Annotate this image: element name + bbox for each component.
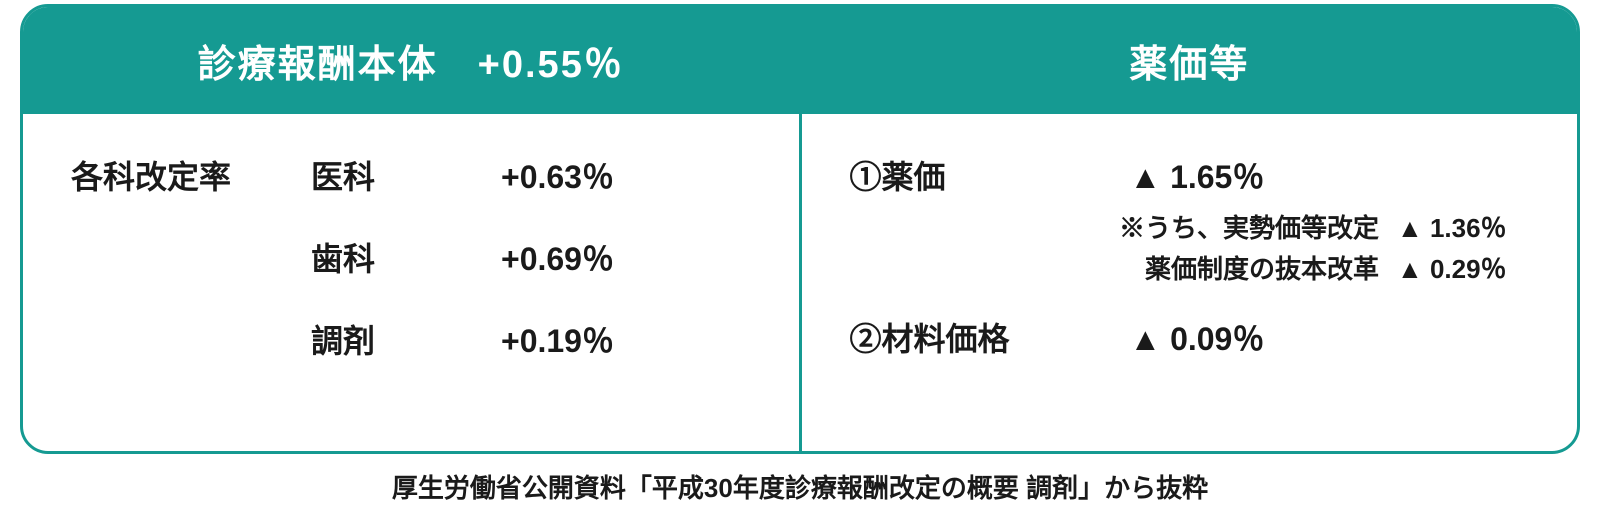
table-container: 診療報酬本体 +0.55％ 各科改定率 医科 +0.63％ 歯科 +0.69％ … [20, 0, 1580, 505]
right-body: ①薬価 ▲ 1.65％ ※うち、実勢価等改定 ▲ 1.36％ 薬価制度の抜本改革… [802, 114, 1578, 451]
row-value-0: +0.63％ [501, 152, 681, 198]
right-column: 薬価等 ①薬価 ▲ 1.65％ ※うち、実勢価等改定 ▲ 1.36％ 薬価制度の… [802, 7, 1578, 451]
sub-row-0-label: ※うち、実勢価等改定 [1119, 208, 1379, 245]
right-item-1-label: ②材料価格 [850, 314, 1110, 360]
sub-row-0: ※うち、実勢価等改定 ▲ 1.36％ [850, 208, 1538, 245]
right-item-0: ①薬価 ▲ 1.65％ [850, 152, 1538, 198]
revision-table: 診療報酬本体 +0.55％ 各科改定率 医科 +0.63％ 歯科 +0.69％ … [20, 4, 1580, 454]
row-label-1: 歯科 [311, 234, 491, 280]
left-row-0: 各科改定率 医科 +0.63％ [71, 152, 759, 198]
right-item-0-label: ①薬価 [850, 152, 1110, 198]
row-label-2: 調剤 [311, 316, 491, 362]
section-label: 各科改定率 [71, 152, 301, 198]
left-row-1: 歯科 +0.69％ [71, 234, 759, 280]
row-value-1: +0.69％ [501, 234, 681, 280]
right-item-0-sub: ※うち、実勢価等改定 ▲ 1.36％ 薬価制度の抜本改革 ▲ 0.29％ [850, 208, 1538, 286]
right-item-1-value: ▲ 0.09％ [1130, 314, 1410, 360]
left-body: 各科改定率 医科 +0.63％ 歯科 +0.69％ 調剤 +0.19％ [23, 114, 799, 451]
left-header: 診療報酬本体 +0.55％ [23, 7, 799, 114]
right-item-0-value: ▲ 1.65％ [1130, 152, 1410, 198]
sub-row-1: 薬価制度の抜本改革 ▲ 0.29％ [850, 249, 1538, 286]
left-row-2: 調剤 +0.19％ [71, 316, 759, 362]
footnote: 厚生労働省公開資料「平成30年度診療報酬改定の概要 調剤」から抜粋 [20, 468, 1580, 505]
left-column: 診療報酬本体 +0.55％ 各科改定率 医科 +0.63％ 歯科 +0.69％ … [23, 7, 802, 451]
sub-row-1-value: ▲ 0.29％ [1397, 249, 1527, 286]
sub-row-1-label: 薬価制度の抜本改革 [1145, 249, 1379, 286]
row-label-0: 医科 [311, 152, 491, 198]
sub-row-0-value: ▲ 1.36％ [1397, 208, 1527, 245]
row-value-2: +0.19％ [501, 316, 681, 362]
right-item-1: ②材料価格 ▲ 0.09％ [850, 314, 1538, 360]
right-header: 薬価等 [802, 7, 1578, 114]
